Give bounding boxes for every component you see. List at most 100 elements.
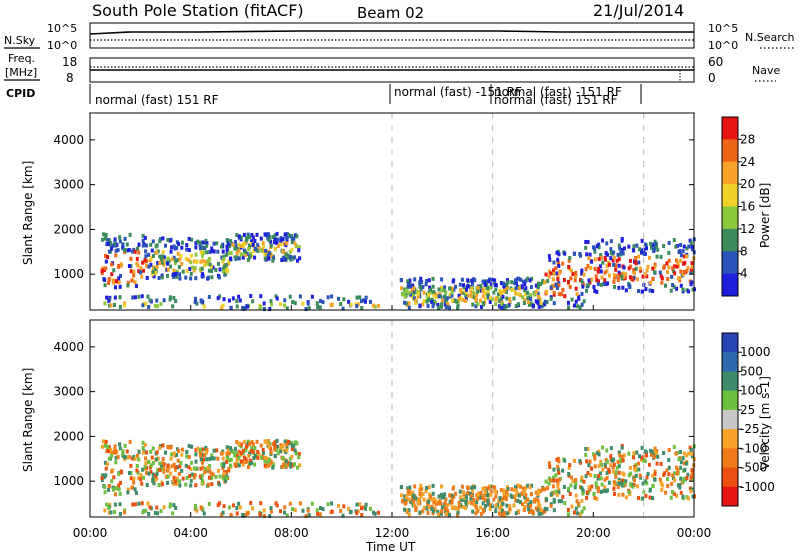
power-cell	[635, 243, 639, 248]
velocity-cell	[131, 502, 135, 507]
power-cell	[675, 264, 679, 269]
velocity-cell	[321, 507, 325, 512]
power-cell	[498, 304, 502, 309]
velocity-cell	[534, 497, 538, 502]
velocity-cell	[671, 489, 675, 494]
velocity-cell	[146, 459, 150, 464]
freq-tick-bottom: 8	[66, 71, 74, 85]
velocity-cell	[193, 503, 197, 508]
velocity-cell	[204, 445, 208, 450]
velocity-cell	[677, 457, 681, 462]
velocity-cell	[419, 494, 423, 499]
velocity-cell	[450, 505, 454, 510]
velocity-cell	[274, 501, 278, 506]
power-cell	[660, 276, 664, 281]
velocity-cell	[111, 450, 115, 455]
velocity-cell	[141, 510, 145, 515]
x-tick-label: 08:00	[274, 526, 309, 540]
velocity-cell	[342, 504, 346, 509]
power-cell	[628, 258, 632, 263]
velocity-cell	[158, 467, 162, 472]
velocity-cell	[575, 499, 579, 504]
velocity-cell	[283, 505, 287, 510]
velocity-cell	[160, 482, 164, 487]
velocity-cell	[520, 491, 524, 496]
velocity-cell	[225, 476, 229, 481]
velocity-cell	[291, 507, 295, 512]
power-cell	[677, 250, 681, 255]
power-cell	[406, 281, 410, 286]
power-cell	[433, 300, 437, 305]
velocity-cell	[502, 491, 506, 496]
power-cell	[557, 270, 561, 275]
velocity-cell	[675, 493, 679, 498]
velocity-cell	[607, 480, 611, 485]
velocity-cell	[411, 490, 415, 495]
power-cell	[527, 302, 531, 307]
velocity-cell	[523, 505, 527, 510]
power-cell	[178, 257, 182, 262]
velocity-cell	[557, 490, 561, 495]
velocity-cell	[118, 446, 122, 451]
velocity-cell	[685, 475, 689, 480]
velocity-cell	[683, 461, 687, 466]
velocity-cell	[604, 489, 608, 494]
power-cell	[210, 249, 214, 254]
power-cell	[198, 267, 202, 272]
velocity-cell	[679, 460, 683, 465]
power-cell	[235, 304, 239, 309]
power-cell	[225, 238, 229, 243]
power-cell	[690, 261, 694, 266]
velocity-cell	[607, 469, 611, 474]
velocity-cell	[537, 488, 541, 493]
power-cell	[296, 258, 300, 263]
velocity-cell	[243, 513, 247, 518]
velocity-cell	[103, 460, 107, 465]
velocity-cell	[460, 484, 464, 489]
velocity-cell	[362, 505, 366, 510]
power-cell	[483, 296, 487, 301]
power-cell	[492, 278, 496, 283]
power-cell	[501, 301, 505, 306]
velocity-cell	[450, 497, 454, 502]
power-cell	[454, 284, 458, 289]
power-cell	[506, 285, 510, 290]
velocity-cell	[638, 454, 642, 459]
power-cell	[599, 252, 603, 257]
power-cell	[614, 263, 618, 268]
power-cell	[561, 287, 565, 292]
velocity-cell	[469, 500, 473, 505]
velocity-cell	[584, 446, 588, 451]
power-cell	[411, 283, 415, 288]
velocity-cell	[337, 503, 341, 508]
power-cell	[109, 241, 113, 246]
power-cell	[221, 249, 225, 254]
power-cell	[521, 279, 525, 284]
velocity-cell	[104, 466, 108, 471]
velocity-cell	[593, 453, 597, 458]
velocity-cell	[552, 478, 556, 483]
power-cell	[407, 290, 411, 295]
power-cell	[690, 265, 694, 270]
power-cell	[416, 294, 420, 299]
velocity-cell	[214, 474, 218, 479]
power-cell	[198, 246, 202, 251]
velocity-cell	[463, 495, 467, 500]
velocity-cell	[686, 472, 690, 477]
velocity-cell	[110, 469, 114, 474]
velocity-cell	[246, 439, 250, 444]
velocity-cell	[251, 442, 255, 447]
power-cell	[135, 256, 139, 261]
power-cell	[679, 242, 683, 247]
power-cell	[549, 296, 553, 301]
power-cell	[483, 282, 487, 287]
power-cell	[517, 276, 521, 281]
velocity-cell	[552, 508, 556, 513]
velocity-cell	[264, 455, 268, 460]
velocity-cell	[574, 506, 578, 511]
power-cell	[246, 232, 250, 237]
power-cell	[412, 296, 416, 301]
velocity-cell	[651, 496, 655, 501]
velocity-cell	[201, 447, 205, 452]
velocity-cell	[411, 499, 415, 504]
